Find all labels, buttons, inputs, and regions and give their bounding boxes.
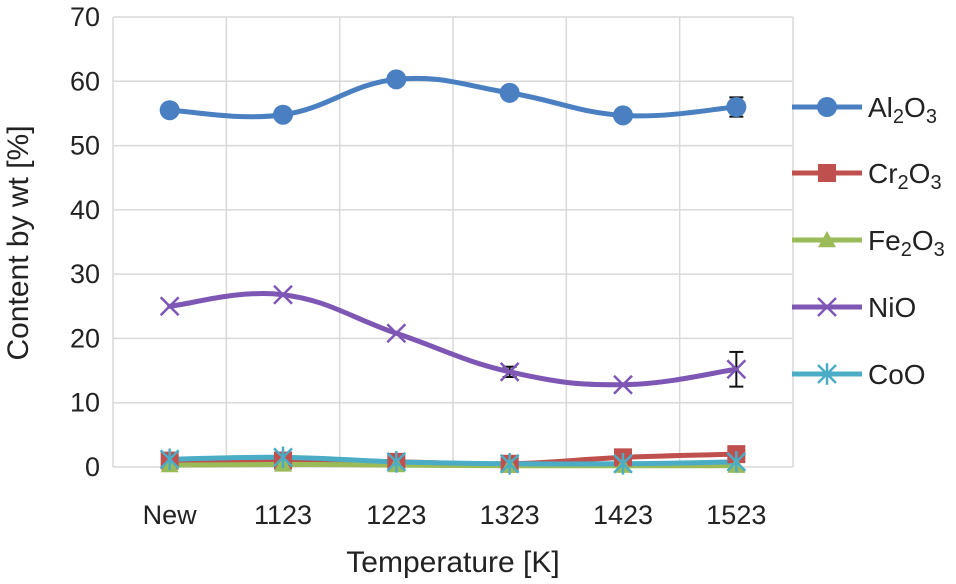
legend-marker: [818, 164, 836, 182]
series-lines: [167, 75, 739, 469]
x-tick-label: New: [143, 500, 198, 530]
y-tick-label: 0: [85, 452, 100, 482]
legend-label: NiO: [868, 292, 916, 323]
data-point: [499, 361, 520, 382]
data-point: [386, 451, 407, 473]
data-point: [159, 296, 180, 317]
data-point: [499, 82, 520, 103]
data-point: [613, 105, 633, 126]
legend-label: Al2O3: [868, 92, 937, 128]
legend-marker: [817, 363, 837, 385]
series-line: [167, 75, 739, 120]
legend: Al2O3 Cr2O3 Fe2O3 NiO CoO: [792, 92, 945, 390]
data-point: [613, 374, 633, 395]
y-axis-ticks: 0 10 20 30 40 50 60 70: [70, 2, 100, 482]
data-point: [159, 100, 180, 121]
x-tick-label: 1223: [366, 500, 426, 530]
legend-label: Cr2O3: [868, 158, 942, 194]
legend-label: Fe2O3: [868, 225, 945, 261]
data-point: [726, 359, 747, 380]
data-point: [273, 284, 293, 305]
y-axis-label: Content by wt [%]: [2, 125, 35, 360]
data-point: [499, 452, 520, 475]
x-axis-ticks: New 1123 1223 1323 1423 1523: [143, 500, 767, 530]
data-point: [726, 451, 747, 473]
y-tick-label: 20: [70, 323, 100, 353]
error-bars: [502, 96, 744, 388]
x-tick-label: 1323: [480, 500, 540, 530]
y-tick-label: 50: [70, 131, 100, 161]
series-line: [167, 454, 739, 467]
legend-marker: [817, 97, 837, 117]
data-point: [613, 452, 633, 475]
x-tick-label: 1523: [706, 500, 766, 530]
data-point: [159, 448, 180, 471]
data-point: [386, 69, 407, 90]
y-tick-label: 10: [70, 388, 100, 418]
y-tick-label: 30: [70, 259, 100, 289]
legend-marker: [817, 297, 837, 317]
data-point: [273, 446, 293, 469]
data-point: [726, 97, 747, 117]
series-line: [167, 291, 739, 388]
data-point: [273, 104, 293, 125]
x-tick-label: 1123: [254, 500, 312, 530]
legend-label: CoO: [868, 359, 926, 390]
data-point: [386, 323, 407, 344]
chart-grid: [112, 16, 794, 468]
legend-marker: [818, 231, 836, 248]
y-tick-label: 70: [70, 2, 100, 32]
x-tick-label: 1423: [593, 500, 653, 530]
y-tick-label: 60: [70, 66, 100, 96]
series-markers: [159, 69, 747, 475]
x-axis-label: Temperature [K]: [346, 546, 559, 579]
y-tick-label: 40: [70, 195, 100, 225]
